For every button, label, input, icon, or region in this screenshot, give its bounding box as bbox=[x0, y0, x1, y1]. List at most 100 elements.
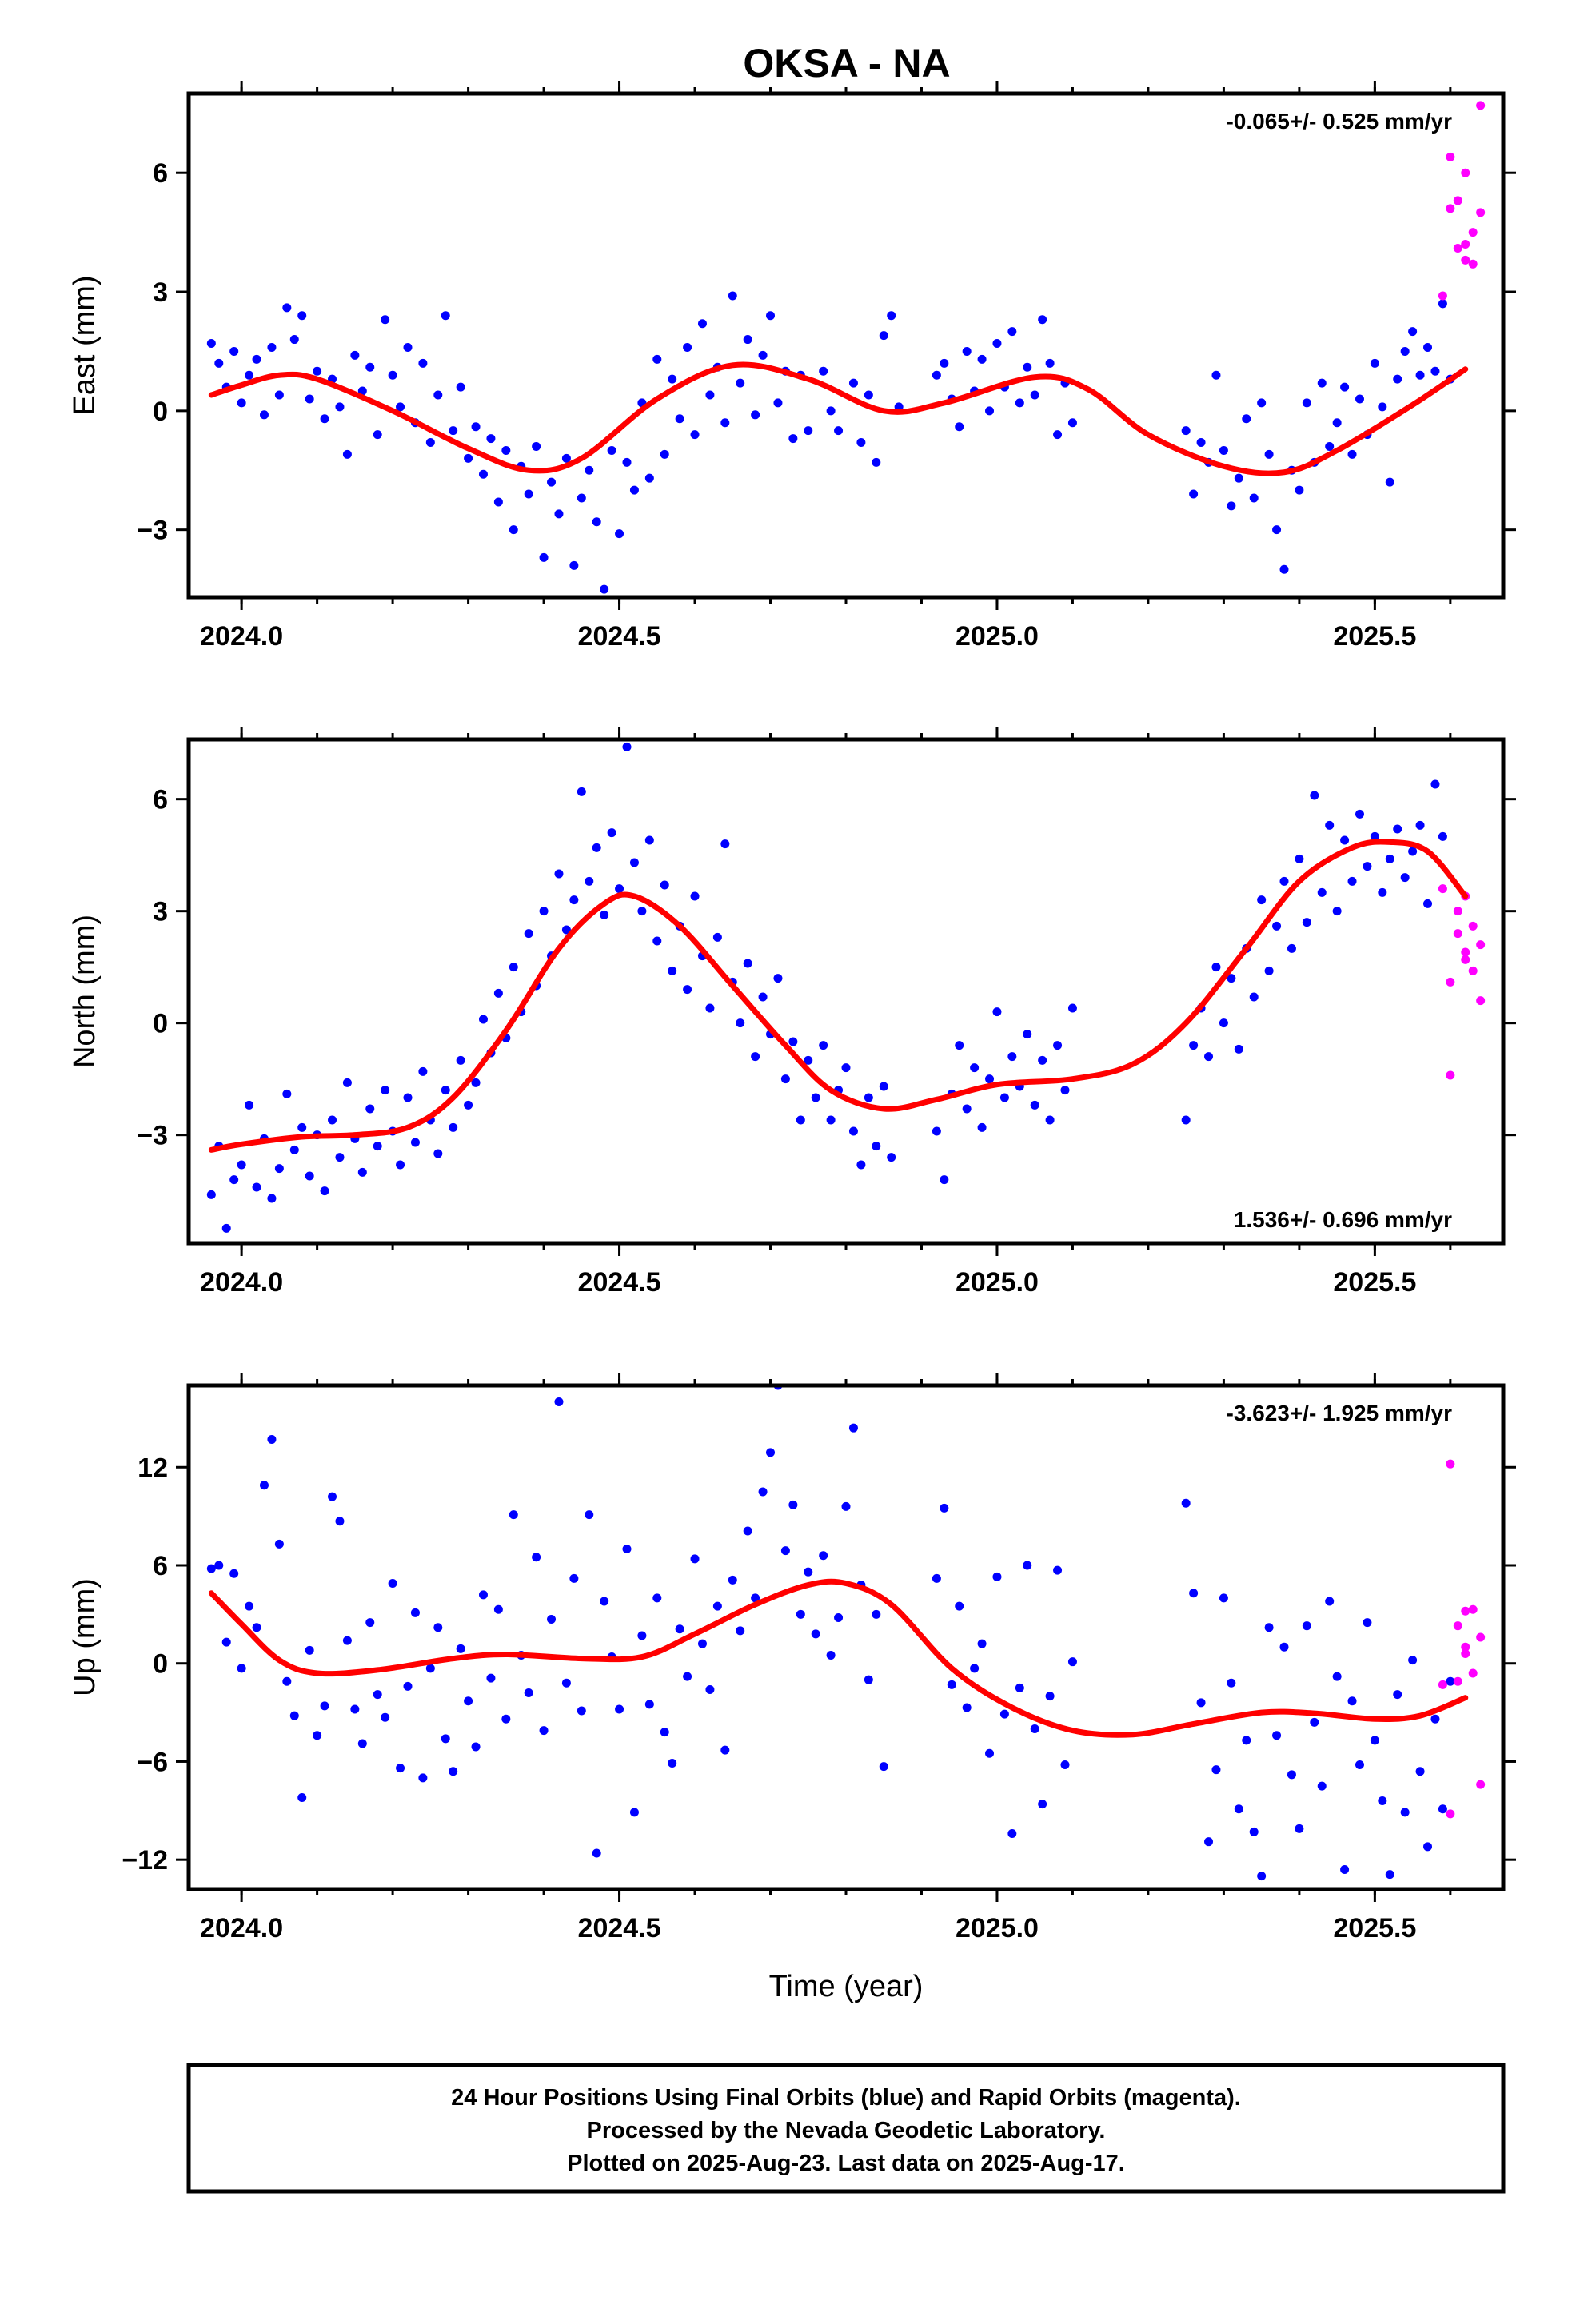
final-orbit-point bbox=[486, 1673, 496, 1683]
rapid-orbit-point bbox=[1438, 884, 1447, 894]
plot-frame bbox=[186, 91, 1506, 600]
rapid-orbit-point bbox=[1468, 1604, 1478, 1614]
final-orbit-point bbox=[758, 350, 768, 360]
final-orbit-point bbox=[433, 1623, 443, 1632]
final-orbit-point bbox=[1355, 1760, 1364, 1770]
final-orbit-point bbox=[1400, 346, 1410, 356]
final-orbit-point bbox=[373, 1142, 382, 1151]
final-orbit-point bbox=[629, 485, 639, 495]
final-orbit-point bbox=[879, 1762, 888, 1772]
final-orbit-point bbox=[766, 311, 776, 321]
final-orbit-point bbox=[267, 342, 277, 352]
final-orbit-point bbox=[1295, 1824, 1304, 1833]
final-orbit-point bbox=[554, 1397, 564, 1406]
final-orbit-point bbox=[644, 835, 654, 845]
final-orbit-point bbox=[1030, 390, 1039, 400]
final-orbit-point bbox=[1415, 370, 1425, 380]
x-tick-label: 2024.0 bbox=[200, 1267, 283, 1298]
x-tick-label: 2024.5 bbox=[578, 621, 661, 652]
series-rapid-orbits bbox=[1438, 101, 1486, 301]
final-orbit-point bbox=[1181, 1115, 1191, 1125]
x-axis-label: Time (year) bbox=[769, 1970, 924, 2003]
final-orbit-point bbox=[577, 1706, 586, 1716]
final-orbit-point bbox=[410, 1608, 420, 1617]
final-orbit-point bbox=[561, 925, 571, 935]
final-orbit-point bbox=[992, 1007, 1002, 1017]
final-orbit-point bbox=[1393, 1690, 1402, 1700]
final-orbit-point bbox=[396, 1160, 405, 1170]
final-orbit-point bbox=[433, 1149, 443, 1158]
final-orbit-point bbox=[675, 1624, 684, 1634]
final-orbit-point bbox=[1400, 873, 1410, 883]
final-orbit-point bbox=[1385, 854, 1394, 863]
final-orbit-point bbox=[471, 1742, 481, 1752]
rapid-orbit-point bbox=[1453, 243, 1462, 253]
final-orbit-point bbox=[879, 331, 888, 341]
rapid-orbit-point bbox=[1446, 152, 1455, 161]
final-orbit-point bbox=[342, 1078, 352, 1087]
final-orbit-point bbox=[561, 453, 571, 463]
final-orbit-point bbox=[289, 335, 299, 345]
final-orbit-point bbox=[1264, 966, 1274, 975]
rapid-orbit-point bbox=[1461, 1642, 1470, 1652]
final-orbit-point bbox=[585, 465, 594, 475]
final-orbit-point bbox=[780, 1546, 790, 1556]
final-orbit-point bbox=[342, 449, 352, 459]
final-orbit-point bbox=[418, 1773, 428, 1783]
final-orbit-point bbox=[1340, 382, 1350, 392]
footer-line-3: Plotted on 2025-Aug-23. Last data on 202… bbox=[567, 2151, 1125, 2176]
final-orbit-point bbox=[600, 584, 609, 594]
final-orbit-point bbox=[736, 378, 745, 388]
final-orbit-point bbox=[532, 441, 541, 451]
final-orbit-point bbox=[1347, 449, 1357, 459]
final-orbit-point bbox=[712, 1601, 722, 1611]
final-orbit-point bbox=[577, 493, 586, 503]
final-orbit-point bbox=[668, 966, 677, 975]
x-tick-label: 2024.0 bbox=[200, 621, 283, 652]
final-orbit-point bbox=[396, 1764, 405, 1773]
final-orbit-point bbox=[1310, 791, 1319, 800]
final-orbit-point bbox=[418, 358, 428, 368]
y-tick-label: −3 bbox=[137, 516, 168, 546]
final-orbit-point bbox=[1257, 1872, 1267, 1881]
final-orbit-point bbox=[629, 1808, 639, 1817]
final-orbit-point bbox=[1181, 1498, 1191, 1508]
final-orbit-point bbox=[864, 1675, 873, 1684]
series-rapid-orbits bbox=[1438, 1459, 1486, 1819]
final-orbit-point bbox=[289, 1145, 299, 1154]
final-orbit-point bbox=[501, 1714, 511, 1724]
final-orbit-point bbox=[1227, 1678, 1236, 1688]
final-orbit-point bbox=[1408, 327, 1418, 337]
final-orbit-point bbox=[297, 1792, 307, 1802]
final-orbit-point bbox=[1023, 1030, 1032, 1039]
final-orbit-point bbox=[1181, 426, 1191, 436]
final-orbit-point bbox=[1355, 809, 1364, 819]
final-orbit-point bbox=[796, 1115, 805, 1125]
final-orbit-point bbox=[1340, 835, 1350, 845]
final-orbit-point bbox=[206, 1564, 216, 1573]
rapid-orbit-point bbox=[1446, 204, 1455, 213]
final-orbit-point bbox=[848, 1423, 858, 1433]
final-orbit-point bbox=[592, 517, 601, 527]
rapid-orbit-point bbox=[1468, 921, 1478, 931]
final-orbit-point bbox=[751, 410, 760, 420]
final-orbit-point bbox=[259, 410, 269, 420]
final-orbit-point bbox=[1423, 1842, 1433, 1852]
plot-frame bbox=[186, 1383, 1506, 1891]
final-orbit-point bbox=[743, 1526, 752, 1536]
final-orbit-point bbox=[282, 303, 292, 313]
final-orbit-point bbox=[1067, 1003, 1077, 1013]
final-orbit-point bbox=[592, 843, 601, 852]
final-orbit-point bbox=[221, 1637, 231, 1647]
final-orbit-point bbox=[1317, 887, 1327, 897]
final-orbit-point bbox=[932, 1126, 941, 1136]
final-orbit-point bbox=[313, 1731, 322, 1740]
x-tick-label: 2024.5 bbox=[578, 1913, 661, 1943]
final-orbit-point bbox=[1264, 449, 1274, 459]
fit-curve bbox=[208, 839, 1469, 1153]
final-orbit-point bbox=[320, 1701, 329, 1711]
final-orbit-point bbox=[1053, 430, 1063, 440]
y-axis-label: East (mm) bbox=[68, 275, 102, 415]
final-orbit-point bbox=[396, 402, 405, 412]
